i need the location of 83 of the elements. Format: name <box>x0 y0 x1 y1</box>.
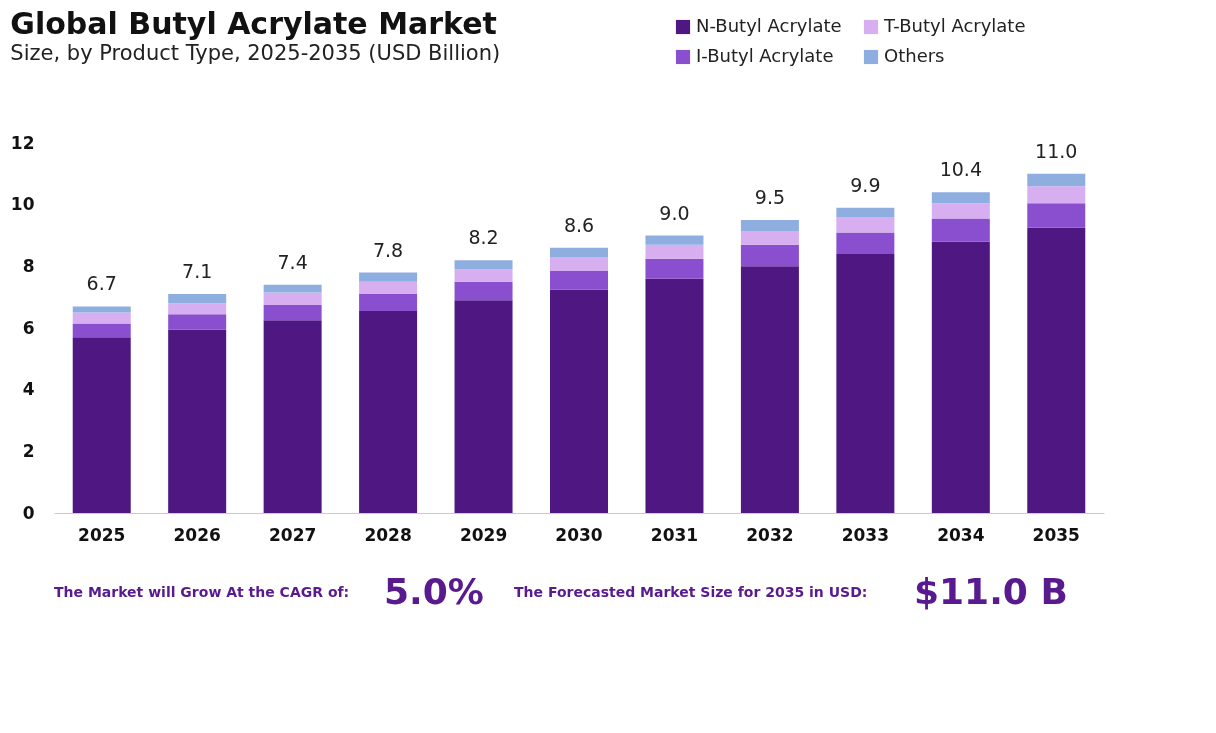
bar <box>836 254 895 513</box>
bar <box>645 278 704 513</box>
bar <box>931 241 990 513</box>
total-label: 8.2 <box>468 226 499 249</box>
bar <box>931 218 990 242</box>
text: $11.0 B <box>914 571 1068 612</box>
x-tick-label: 2033 <box>841 524 890 545</box>
x-tick-label: 2030 <box>555 524 603 545</box>
bar <box>740 220 799 231</box>
legend-label: I-Butyl Acrylate <box>696 45 834 66</box>
bar <box>263 304 322 321</box>
bar <box>836 207 895 217</box>
bar <box>1027 186 1086 204</box>
total-label: 9.9 <box>850 173 881 196</box>
total-label: 7.4 <box>277 250 308 273</box>
bar <box>359 272 418 282</box>
x-tick-label: 2032 <box>746 524 794 545</box>
text: 5.0% <box>384 571 484 612</box>
y-tick-label: 0 <box>22 502 35 523</box>
x-tick-label: 2035 <box>1032 524 1080 545</box>
bar <box>72 306 131 313</box>
bar <box>454 260 513 270</box>
x-tick-label: 2028 <box>364 524 412 545</box>
y-tick-label: 10 <box>10 194 35 215</box>
bar <box>550 270 608 290</box>
total-label: 7.1 <box>182 260 213 283</box>
total-label: 9.5 <box>754 186 786 209</box>
bar <box>645 235 704 245</box>
bar <box>740 244 799 267</box>
x-tick-label: 2031 <box>650 524 699 545</box>
bar <box>72 312 131 324</box>
legend-label: N-Butyl Acrylate <box>696 15 842 36</box>
bar <box>931 203 990 219</box>
total-label: 11.0 <box>1035 139 1078 162</box>
chart-subtitle: Size, by Product Type, 2025-2035 (USD Billion) <box>10 41 501 65</box>
bar <box>72 323 131 338</box>
text: The Forecasted Market Size for 2035 in USD: <box>514 584 868 600</box>
bar <box>263 320 322 513</box>
bar <box>645 244 704 259</box>
bar <box>454 300 513 513</box>
bar <box>72 337 131 513</box>
x-tick-label: 2027 <box>268 524 317 545</box>
bar <box>550 289 608 513</box>
total-label: 6.7 <box>86 272 117 295</box>
bar <box>1027 203 1086 228</box>
legend-label: T-Butyl Acrylate <box>883 15 1026 36</box>
bar <box>454 269 513 282</box>
bar <box>836 232 895 254</box>
x-tick-label: 2025 <box>78 524 126 545</box>
text: The Market will Grow At the CAGR of: <box>54 584 350 600</box>
y-tick-label: 2 <box>22 440 35 461</box>
bar <box>550 257 608 271</box>
total-label: 9.0 <box>659 201 690 224</box>
bar <box>168 329 227 513</box>
bar <box>263 284 322 293</box>
bar <box>1027 173 1086 187</box>
y-tick-label: 12 <box>10 132 35 153</box>
bar <box>454 281 513 301</box>
total-label: 7.8 <box>372 238 404 261</box>
bar <box>550 247 608 258</box>
bar <box>645 258 704 279</box>
bar <box>836 217 895 233</box>
y-tick-label: 6 <box>22 317 35 338</box>
bar <box>263 292 322 305</box>
bar <box>168 314 227 330</box>
bar <box>740 266 799 513</box>
bar <box>359 311 418 513</box>
bar <box>168 303 227 315</box>
bar <box>1027 227 1086 513</box>
total-label: 8.6 <box>563 213 595 236</box>
y-tick-label: 4 <box>22 379 35 400</box>
x-tick-label: 2034 <box>937 524 985 545</box>
x-tick-label: 2029 <box>459 524 508 545</box>
legend-label: Others <box>884 45 945 66</box>
bar <box>359 281 418 295</box>
bar <box>359 294 418 312</box>
bar <box>740 230 799 245</box>
bar <box>168 294 227 304</box>
bar <box>931 192 990 204</box>
x-tick-label: 2026 <box>173 524 221 545</box>
total-label: 10.4 <box>939 158 982 181</box>
chart-title: Global Butyl Acrylate Market <box>10 6 497 41</box>
y-tick-label: 8 <box>22 255 35 276</box>
